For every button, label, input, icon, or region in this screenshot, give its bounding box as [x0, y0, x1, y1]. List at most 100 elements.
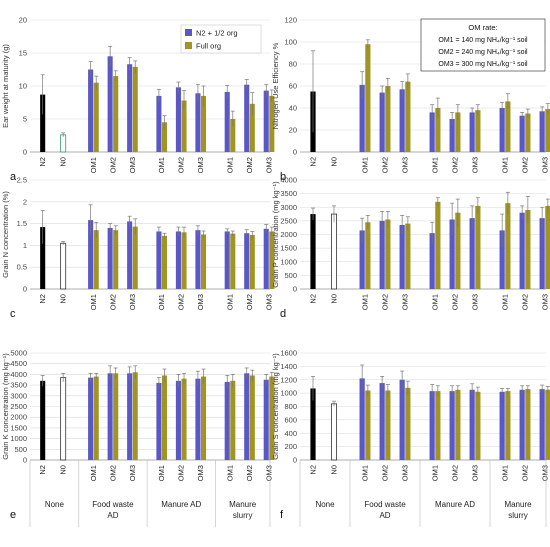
- y-tick-label: 5: [23, 115, 27, 124]
- bar-n2-half-org: [156, 95, 162, 152]
- om-rate-title: OM rate:: [468, 23, 497, 32]
- x-tick-label: OM2: [177, 465, 186, 481]
- bar-n2: [40, 380, 46, 460]
- bar-n2-half-org: [224, 91, 230, 152]
- x-tick-label: OM1: [501, 157, 510, 173]
- y-tick-label: 2.5: [17, 176, 27, 185]
- y-tick-label: 4000: [280, 176, 297, 185]
- panel-b: 0 20 40 60 80 100 120 Nitrogen Use Efficiency %…: [271, 16, 550, 183]
- bar-full-org: [93, 230, 99, 289]
- bar-n2-half-org: [399, 379, 405, 460]
- x-tick-label: OM3: [401, 294, 410, 310]
- bar-full-org: [132, 372, 138, 460]
- x-tick-label: OM3: [128, 157, 137, 173]
- legend: N2 + 1/2 org Full org: [180, 24, 262, 54]
- bar-full-org: [132, 226, 138, 289]
- bar-n2-half-org: [429, 391, 435, 460]
- bar-n2-half-org: [449, 391, 455, 460]
- bar-full-org: [161, 375, 168, 460]
- bar-full-org: [200, 376, 207, 460]
- x-tick-label: OM1: [431, 157, 440, 173]
- bar-full-org: [269, 231, 275, 289]
- om-rate-box: OM rate: OM1 = 140 mg NH₄/kg⁻¹ soil OM2 …: [420, 18, 546, 72]
- y-tick-label: 10: [19, 82, 27, 91]
- bar-full-org: [435, 201, 441, 289]
- bar-n2-half-org: [359, 84, 365, 152]
- x-tick-label: OM3: [196, 294, 205, 310]
- x-tick-label: N0: [330, 465, 339, 475]
- bar-n0: [60, 134, 67, 153]
- bar-n0: [330, 403, 337, 461]
- bar-full-org: [161, 235, 168, 289]
- y-axis-label: Grain P concentration (mg kg⁻¹): [271, 181, 280, 288]
- bar-full-org: [269, 376, 275, 460]
- bar-n2-half-org: [519, 115, 525, 152]
- bar-full-org: [113, 76, 119, 152]
- bar-full-org: [525, 209, 531, 289]
- bar-full-org: [545, 109, 550, 152]
- x-tick-label: OM1: [501, 465, 510, 481]
- x-tick-label: N2: [309, 465, 318, 475]
- y-tick-label: 1: [23, 241, 27, 250]
- x-tick-label: N0: [330, 157, 339, 167]
- panel-a: 0 5 10 15 20 Ear weight at maturity (g) N2 N0 OM…: [1, 16, 275, 183]
- x-tick-label: OM2: [245, 465, 254, 481]
- y-tick-label: 1500: [10, 423, 27, 432]
- y-tick-label: 0: [293, 456, 297, 465]
- x-tick-label: OM1: [89, 294, 98, 310]
- x-tick-label: OM2: [245, 157, 254, 173]
- om-rate-line-2: OM2 = 240 mg NH₄/kg⁻¹ soil: [438, 49, 528, 56]
- y-tick-label: 0: [293, 148, 297, 157]
- legend-swatch-full-org: [185, 42, 192, 49]
- bar-full-org: [545, 389, 550, 460]
- bar-n2-half-org: [156, 231, 162, 289]
- bar-full-org: [435, 108, 441, 152]
- y-axis-label: Ear weight at maturity (g): [1, 44, 10, 128]
- bar-full-org: [385, 219, 391, 289]
- bar-n2-half-org: [429, 233, 435, 289]
- x-tick-label: OM2: [381, 157, 390, 173]
- group-label: None: [45, 500, 65, 509]
- bar-n2-half-org: [449, 219, 455, 289]
- x-tick-label: OM3: [471, 157, 480, 173]
- bar-n2: [310, 214, 316, 289]
- x-tick-label: OM1: [157, 157, 166, 173]
- y-tick-label: 1400: [280, 362, 297, 371]
- y-tick-label: 40: [289, 104, 297, 113]
- y-tick-label: 0: [23, 285, 27, 294]
- bar-full-org: [113, 373, 119, 460]
- bar-n2-half-org: [244, 373, 250, 460]
- bar-n2-half-org: [359, 378, 365, 460]
- om-rate-line-1: OM1 = 140 mg NH₄/kg⁻¹ soil: [438, 37, 528, 44]
- group-label: Food waste: [364, 500, 406, 509]
- bar-full-org: [230, 119, 236, 152]
- x-tick-label: OM3: [401, 157, 410, 173]
- x-tick-label: OM1: [157, 294, 166, 310]
- bar-full-org: [200, 95, 207, 152]
- bar-n2-half-org: [107, 56, 113, 152]
- bar-n2-half-org: [175, 87, 181, 152]
- group-label: Food waste: [92, 500, 134, 509]
- x-tick-label: OM1: [361, 294, 370, 310]
- bar-full-org: [249, 375, 255, 460]
- bar-full-org: [405, 387, 411, 460]
- y-tick-label: 500: [14, 445, 27, 454]
- bar-n2-half-org: [379, 92, 385, 152]
- x-tick-label: OM2: [108, 294, 117, 310]
- x-tick-label: OM1: [501, 294, 510, 310]
- bar-full-org: [505, 391, 511, 460]
- bar-full-org: [181, 232, 187, 289]
- bar-n2-half-org: [539, 389, 545, 460]
- bar-full-org: [545, 205, 550, 289]
- x-tick-label: OM1: [157, 465, 166, 481]
- om-rate-line-3: OM3 = 300 mg NH₄/kg⁻¹ soil: [438, 61, 528, 68]
- y-tick-label: 1500: [280, 244, 297, 253]
- bar-full-org: [505, 101, 511, 152]
- bar-n2-half-org: [449, 119, 455, 152]
- bar-full-org: [475, 205, 481, 289]
- bar-full-org: [455, 212, 461, 289]
